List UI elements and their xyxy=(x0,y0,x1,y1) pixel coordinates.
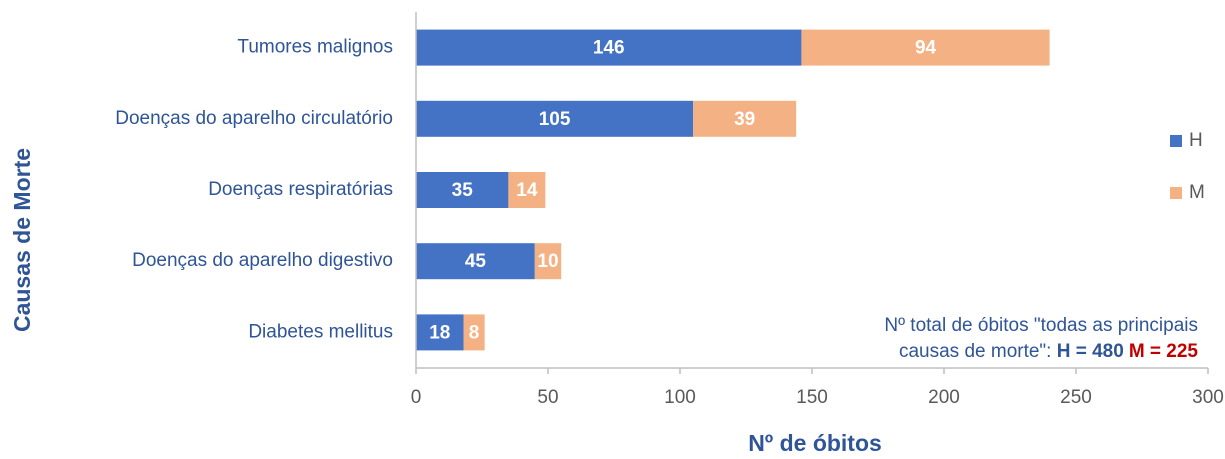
y-tick-label: Doenças respiratórias xyxy=(208,179,393,200)
x-tick-label: 50 xyxy=(537,387,558,408)
bar-segment xyxy=(534,243,562,280)
annotation: Nº total de óbitos "todas as principais xyxy=(884,315,1198,336)
value-label: 14 xyxy=(516,180,538,201)
bar-segment xyxy=(416,243,535,280)
value-label: 10 xyxy=(537,251,558,272)
legend-label: H xyxy=(1189,130,1203,151)
value-label: 94 xyxy=(915,38,937,59)
y-tick-label: Doenças do aparelho circulatório xyxy=(115,108,393,129)
value-label: 105 xyxy=(539,109,571,130)
legend-label: M xyxy=(1189,182,1205,203)
annotation-text: causas de morte": xyxy=(899,341,1057,362)
bar-segment xyxy=(693,100,797,137)
bar-segment xyxy=(416,29,802,66)
bar-segment xyxy=(463,314,485,351)
y-axis-label: Causas de Morte xyxy=(9,148,35,332)
x-tick-label: 100 xyxy=(664,387,696,408)
value-label: 18 xyxy=(429,322,450,343)
value-label: 39 xyxy=(734,109,755,130)
legend-swatch xyxy=(1170,187,1182,199)
x-tick-label: 300 xyxy=(1192,387,1224,408)
value-label: 8 xyxy=(469,322,480,343)
legend-swatch xyxy=(1170,135,1182,147)
y-tick-label: Tumores malignos xyxy=(237,37,393,58)
bar-segment xyxy=(801,29,1050,66)
annotation-m-total: M = 225 xyxy=(1129,341,1199,362)
value-label: 146 xyxy=(593,38,625,59)
bar-segment xyxy=(416,172,509,208)
value-label: 35 xyxy=(452,180,474,201)
annotation: causas de morte": H = 480 M = 225 xyxy=(899,341,1198,362)
bar-segment xyxy=(416,100,694,137)
x-tick-label: 200 xyxy=(928,387,960,408)
bar-segment xyxy=(508,172,546,208)
annotation-h-total: H = 480 xyxy=(1057,341,1124,362)
value-label: 45 xyxy=(465,251,487,272)
bar-segment xyxy=(416,314,464,351)
y-tick-label: Doenças do aparelho digestivo xyxy=(132,250,393,271)
x-tick-label: 250 xyxy=(1060,387,1092,408)
x-tick-label: 0 xyxy=(411,387,422,408)
x-axis-label: Nº de óbitos xyxy=(748,430,882,456)
y-tick-label: Diabetes mellitus xyxy=(248,321,393,342)
x-tick-label: 150 xyxy=(796,387,828,408)
